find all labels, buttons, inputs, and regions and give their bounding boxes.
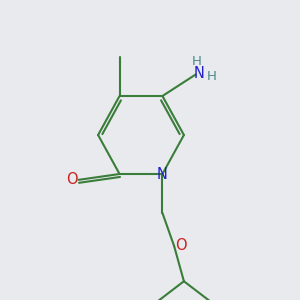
Text: N: N <box>193 66 204 81</box>
Text: N: N <box>157 167 168 182</box>
Text: O: O <box>175 238 187 253</box>
Text: O: O <box>66 172 78 187</box>
Text: H: H <box>207 70 217 83</box>
Text: H: H <box>192 56 202 68</box>
